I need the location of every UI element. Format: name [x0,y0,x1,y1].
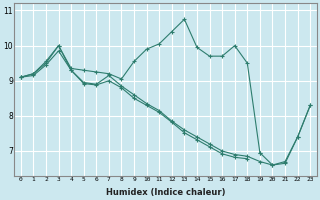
X-axis label: Humidex (Indice chaleur): Humidex (Indice chaleur) [106,188,225,197]
